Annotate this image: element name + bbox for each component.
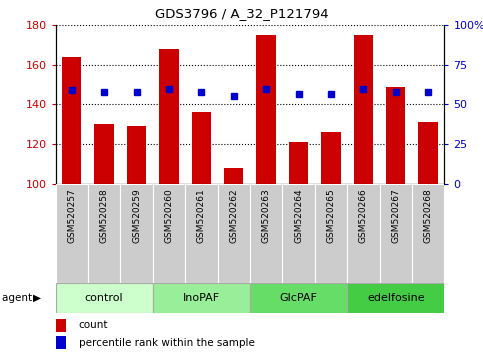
Bar [127, 126, 146, 184]
Bar [354, 35, 373, 184]
Text: GSM520261: GSM520261 [197, 188, 206, 243]
Text: GDS3796 / A_32_P121794: GDS3796 / A_32_P121794 [155, 7, 328, 21]
Bar [347, 184, 380, 283]
Text: GSM520264: GSM520264 [294, 188, 303, 243]
Bar [56, 283, 153, 313]
Text: GSM520257: GSM520257 [67, 188, 76, 243]
Text: GSM520267: GSM520267 [391, 188, 400, 243]
Bar [412, 184, 444, 283]
Text: agent: agent [2, 293, 36, 303]
Bar [386, 86, 405, 184]
Bar [56, 336, 67, 349]
Text: GSM520259: GSM520259 [132, 188, 141, 243]
Text: InoPAF: InoPAF [183, 293, 220, 303]
Text: GSM520268: GSM520268 [424, 188, 433, 243]
Bar [159, 49, 179, 184]
Text: GSM520263: GSM520263 [262, 188, 270, 243]
Text: control: control [85, 293, 124, 303]
Bar [62, 57, 82, 184]
Bar [283, 184, 315, 283]
Bar [321, 132, 341, 184]
Bar [289, 142, 308, 184]
Bar [95, 124, 114, 184]
Bar [153, 184, 185, 283]
Text: GlcPAF: GlcPAF [280, 293, 317, 303]
Text: percentile rank within the sample: percentile rank within the sample [79, 338, 255, 348]
Text: count: count [79, 320, 108, 330]
Bar [153, 283, 250, 313]
Text: GSM520265: GSM520265 [327, 188, 336, 243]
Text: GSM520266: GSM520266 [359, 188, 368, 243]
Text: ▶: ▶ [33, 293, 41, 303]
Bar [224, 168, 243, 184]
Text: GSM520262: GSM520262 [229, 188, 238, 243]
Text: GSM520258: GSM520258 [99, 188, 109, 243]
Bar [380, 184, 412, 283]
Bar [185, 184, 217, 283]
Bar [88, 184, 120, 283]
Bar [250, 184, 283, 283]
Bar [120, 184, 153, 283]
Bar [56, 184, 88, 283]
Bar [315, 184, 347, 283]
Bar [56, 319, 67, 332]
Text: GSM520260: GSM520260 [164, 188, 173, 243]
Bar [256, 35, 276, 184]
Bar [217, 184, 250, 283]
Bar [192, 113, 211, 184]
Bar [347, 283, 444, 313]
Text: edelfosine: edelfosine [367, 293, 425, 303]
Bar [418, 122, 438, 184]
Bar [250, 283, 347, 313]
